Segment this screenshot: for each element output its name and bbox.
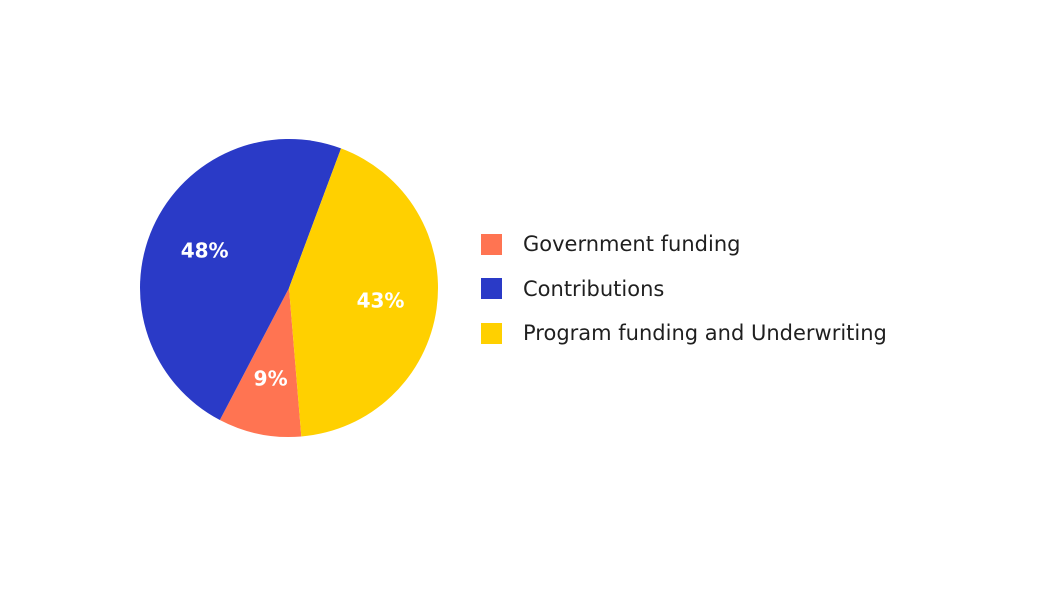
pie-slice-program-funding-and-underwriting xyxy=(289,148,439,437)
pie-label-government-funding: 9% xyxy=(254,367,288,391)
legend-swatch-program-funding xyxy=(481,322,502,344)
pie-label-contributions: 48% xyxy=(181,238,229,262)
legend-label-program-funding: Program funding and Underwriting xyxy=(523,321,887,346)
pie-labels: 9% 48% 43% xyxy=(181,238,405,390)
legend: Government funding Contributions Program… xyxy=(481,222,887,356)
pie-slices xyxy=(140,139,439,437)
pie-slice-government-funding xyxy=(219,288,302,437)
legend-label-contributions: Contributions xyxy=(523,276,665,301)
legend-swatch-contributions xyxy=(481,278,502,300)
legend-item-government-funding: Government funding xyxy=(481,222,887,267)
legend-item-contributions: Contributions xyxy=(481,267,887,312)
legend-label-government-funding: Government funding xyxy=(523,232,741,257)
pie-slice-contributions xyxy=(140,139,342,420)
legend-item-program-funding: Program funding and Underwriting xyxy=(481,311,887,356)
legend-swatch-government-funding xyxy=(481,233,502,255)
pie-label-program-funding-and-underwriting: 43% xyxy=(357,289,405,313)
